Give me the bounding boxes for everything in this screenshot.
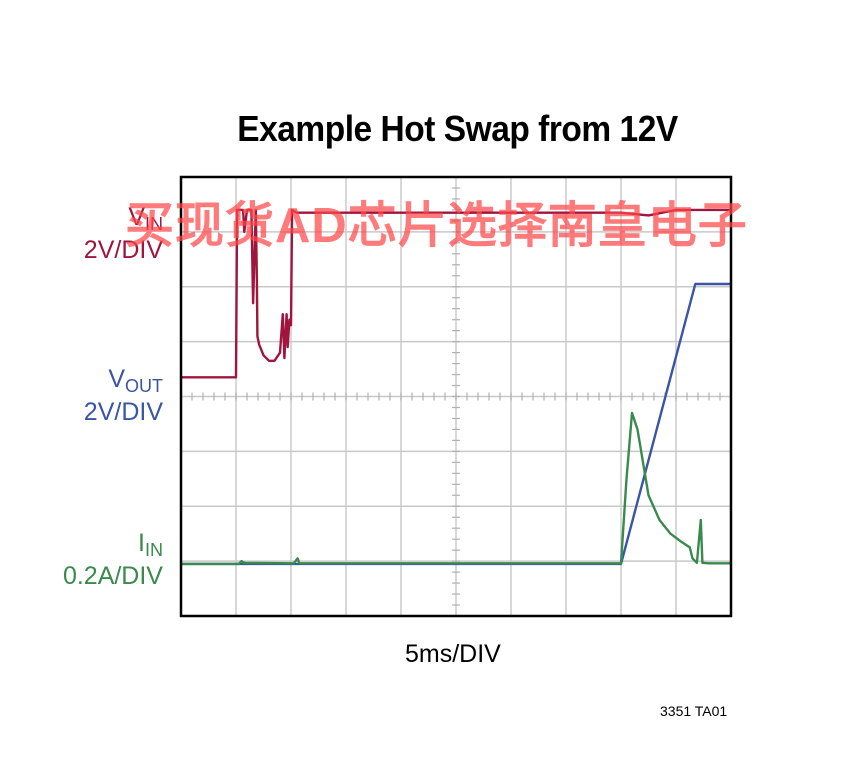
vout-label-sub: OUT <box>125 376 163 396</box>
vout-label: VOUT 2V/DIV <box>84 366 163 425</box>
vin-label-sub: IN <box>145 214 163 234</box>
chart-title: Example Hot Swap from 12V <box>237 108 678 149</box>
iin-label-sub: IN <box>145 540 163 560</box>
iin-label-main: I <box>138 529 145 557</box>
iin-scale: 0.2A/DIV <box>62 562 163 590</box>
vout-scale: 2V/DIV <box>83 398 163 426</box>
watermark-text: 买现货AD芯片选择南皇电子 <box>125 199 748 253</box>
plot-frame <box>179 175 733 618</box>
iin-label: IIN 0.2A/DIV <box>63 530 163 589</box>
trace-iin <box>181 411 731 566</box>
part-number: 3351 TA01 <box>660 703 728 719</box>
vin-scale: 2V/DIV <box>83 236 163 264</box>
vout-label-main: V <box>108 365 125 393</box>
x-axis-label: 5ms/DIV <box>405 640 501 668</box>
vin-label: VIN 2V/DIV <box>84 204 163 263</box>
vin-label-main: V <box>128 203 145 231</box>
trace-vin <box>181 208 731 379</box>
